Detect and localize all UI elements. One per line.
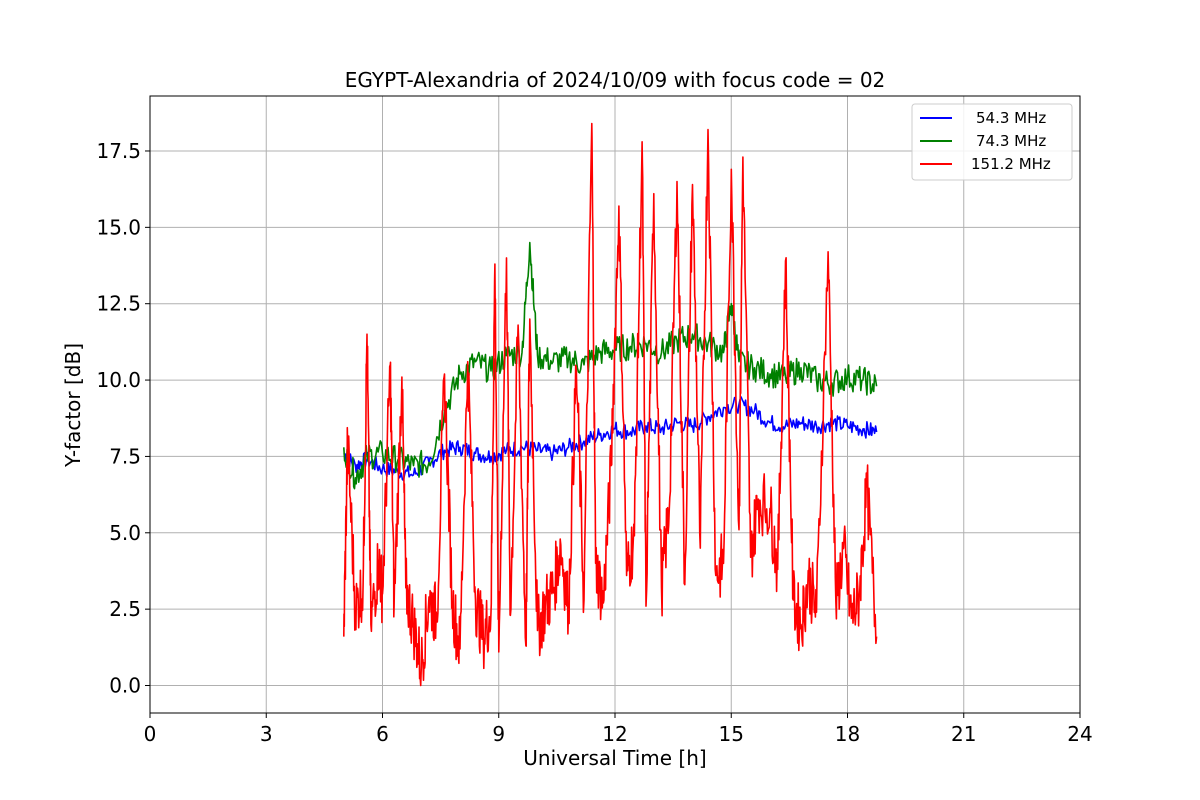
- x-axis-label: Universal Time [h]: [523, 746, 706, 770]
- legend-label-74mhz: 74.3 MHz: [976, 132, 1046, 150]
- x-tick-label: 3: [260, 722, 273, 746]
- y-tick-label: 0.0: [109, 674, 141, 698]
- y-tick-label: 7.5: [109, 444, 141, 468]
- x-tick-label: 6: [376, 722, 389, 746]
- y-tick-label: 12.5: [96, 292, 141, 316]
- x-tick-label: 15: [719, 722, 744, 746]
- x-tick-label: 24: [1067, 722, 1092, 746]
- y-tick-label: 10.0: [96, 368, 141, 392]
- y-axis-label: Y-factor [dB]: [61, 343, 85, 468]
- y-tick-label: 17.5: [96, 139, 141, 163]
- legend-box: [911, 103, 1073, 181]
- y-axis: 0.0 2.5 5.0 7.5 10.0 12.5 15.0 17.5: [96, 139, 150, 698]
- legend-label-151mhz: 151.2 MHz: [971, 155, 1051, 173]
- y-tick-label: 15.0: [96, 215, 141, 239]
- plot-lines: [343, 122, 878, 687]
- series-line-54mhz: [343, 396, 878, 482]
- x-tick-label: 21: [951, 722, 976, 746]
- x-tick-label: 18: [835, 722, 860, 746]
- series-line-151mhz: [343, 122, 878, 687]
- y-tick-label: 5.0: [109, 521, 141, 545]
- x-tick-label: 12: [602, 722, 627, 746]
- x-axis: 0 3 6 9 12 15 18 21 24: [144, 713, 1093, 746]
- legend-label-54mhz: 54.3 MHz: [976, 109, 1046, 127]
- x-tick-label: 0: [144, 722, 157, 746]
- y-tick-label: 2.5: [109, 597, 141, 621]
- legend: 54.3 MHz 74.3 MHz 151.2 MHz: [911, 103, 1073, 181]
- x-tick-label: 9: [492, 722, 505, 746]
- chart-title: EGYPT-Alexandria of 2024/10/09 with focu…: [345, 68, 886, 92]
